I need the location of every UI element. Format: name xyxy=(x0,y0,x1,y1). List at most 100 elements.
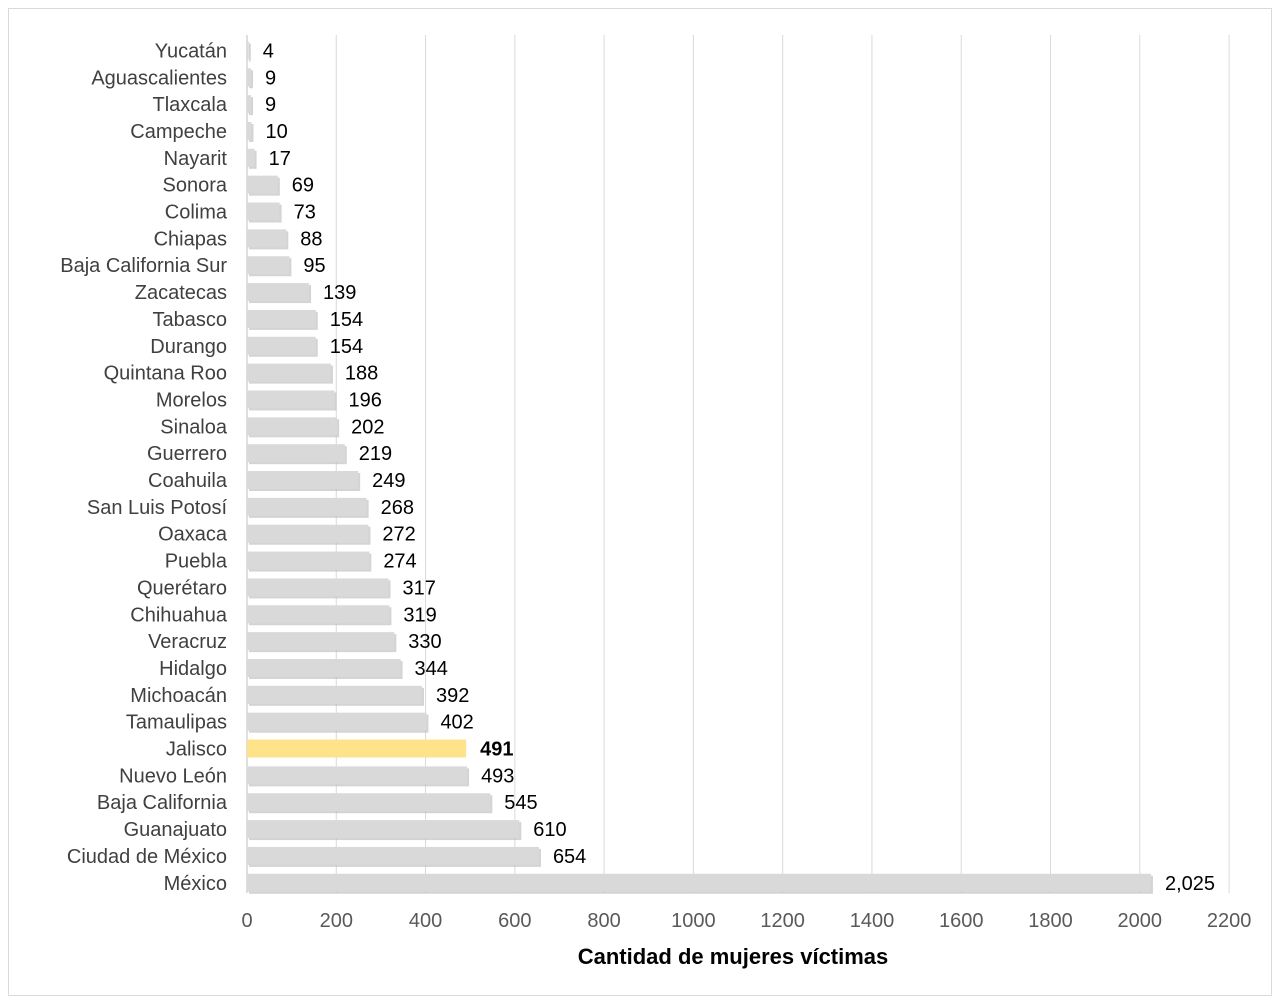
bar xyxy=(247,497,367,516)
value-label: 69 xyxy=(292,175,314,197)
bar xyxy=(247,766,468,785)
value-label: 219 xyxy=(359,443,392,465)
chart-frame: Yucatán Aguascalientes Tlaxcala Campeche Nay… xyxy=(8,8,1272,996)
value-label: 545 xyxy=(504,792,537,814)
bar xyxy=(247,873,1151,892)
category-label: Puebla xyxy=(165,551,228,573)
category-label: San Luis Potosí xyxy=(87,497,228,519)
bar xyxy=(247,121,252,140)
category-label: Coahuila xyxy=(148,470,228,492)
bar xyxy=(247,95,252,114)
bar xyxy=(247,605,390,624)
bar xyxy=(247,309,316,328)
bar xyxy=(247,471,359,490)
category-label: México xyxy=(164,873,227,895)
value-label: 154 xyxy=(330,309,363,331)
value-label: 274 xyxy=(383,551,416,573)
value-label: 610 xyxy=(533,819,566,841)
value-label: 196 xyxy=(348,389,381,411)
x-tick-label: 1600 xyxy=(939,910,984,932)
value-label: 392 xyxy=(436,685,469,707)
x-tick-labels: 0 200 400 600 800 1000 1200 1400 1600 1800 2000 220… xyxy=(241,910,1251,932)
bar xyxy=(247,363,331,382)
value-label: 272 xyxy=(382,524,415,546)
bar xyxy=(247,175,278,194)
category-label: Aguascalientes xyxy=(91,67,227,89)
bar xyxy=(247,444,345,463)
value-label: 268 xyxy=(381,497,414,519)
bar xyxy=(247,148,255,167)
bar-shadow xyxy=(249,43,251,62)
value-label: 88 xyxy=(300,228,322,250)
x-tick-label: 1000 xyxy=(671,910,716,932)
category-label: Oaxaca xyxy=(158,524,228,546)
bar xyxy=(247,820,520,839)
bar xyxy=(247,524,369,543)
category-label: Baja California Sur xyxy=(60,255,227,277)
value-label: 154 xyxy=(330,336,363,358)
bar xyxy=(247,739,467,758)
bar xyxy=(247,417,338,436)
category-label: Tamaulipas xyxy=(126,712,227,734)
bar xyxy=(247,658,401,677)
value-label: 188 xyxy=(345,363,378,385)
bar xyxy=(247,551,370,570)
category-label: Guanajuato xyxy=(124,819,227,841)
category-label: Yucatán xyxy=(155,40,227,62)
value-label: 491 xyxy=(480,739,513,761)
value-label: 95 xyxy=(303,255,325,277)
bar xyxy=(247,202,280,221)
x-tick-label: 1200 xyxy=(760,910,805,932)
x-tick-label: 0 xyxy=(241,910,252,932)
category-label: Sinaloa xyxy=(160,416,228,438)
category-label: Morelos xyxy=(156,389,227,411)
x-tick-label: 2200 xyxy=(1207,910,1252,932)
value-label: 4 xyxy=(263,40,274,62)
value-label: 493 xyxy=(481,765,514,787)
bars xyxy=(247,41,1153,894)
category-label: Nuevo León xyxy=(119,765,227,787)
category-label: Chiapas xyxy=(154,228,227,250)
bar xyxy=(247,390,335,409)
value-label: 319 xyxy=(403,604,436,626)
value-label: 330 xyxy=(408,631,441,653)
value-label: 402 xyxy=(440,712,473,734)
value-label: 317 xyxy=(403,577,436,599)
category-label: Michoacán xyxy=(130,685,227,707)
category-label: Zacatecas xyxy=(135,282,227,304)
x-tick-label: 400 xyxy=(409,910,442,932)
bar xyxy=(247,283,310,302)
x-tick-label: 600 xyxy=(498,910,531,932)
value-label: 17 xyxy=(269,148,291,170)
category-label: Nayarit xyxy=(164,148,228,170)
value-label: 202 xyxy=(351,416,384,438)
bar xyxy=(247,256,290,275)
category-label: Jalisco xyxy=(166,739,227,761)
bar xyxy=(247,336,316,355)
value-label: 10 xyxy=(265,121,287,143)
bar xyxy=(247,578,389,597)
category-label: Tlaxcala xyxy=(153,94,228,116)
bar xyxy=(247,712,427,731)
bar xyxy=(247,632,395,651)
value-label: 9 xyxy=(265,94,276,116)
category-label: Quintana Roo xyxy=(104,363,227,385)
bar-chart: Yucatán Aguascalientes Tlaxcala Campeche Nay… xyxy=(60,35,1251,969)
category-labels: Yucatán Aguascalientes Tlaxcala Campeche Nay… xyxy=(60,40,228,894)
value-label: 344 xyxy=(415,658,448,680)
x-tick-label: 1800 xyxy=(1028,910,1073,932)
value-label: 9 xyxy=(265,67,276,89)
category-label: Hidalgo xyxy=(159,658,227,680)
gridlines xyxy=(246,35,1230,893)
category-label: Tabasco xyxy=(153,309,228,331)
bar xyxy=(247,793,491,812)
x-tick-label: 1400 xyxy=(850,910,895,932)
value-label: 249 xyxy=(372,470,405,492)
value-label: 139 xyxy=(323,282,356,304)
category-label: Veracruz xyxy=(148,631,227,653)
category-label: Querétaro xyxy=(137,577,227,599)
x-tick-label: 200 xyxy=(320,910,353,932)
bar xyxy=(247,685,422,704)
bar xyxy=(247,68,252,87)
category-label: Baja California xyxy=(97,792,228,814)
